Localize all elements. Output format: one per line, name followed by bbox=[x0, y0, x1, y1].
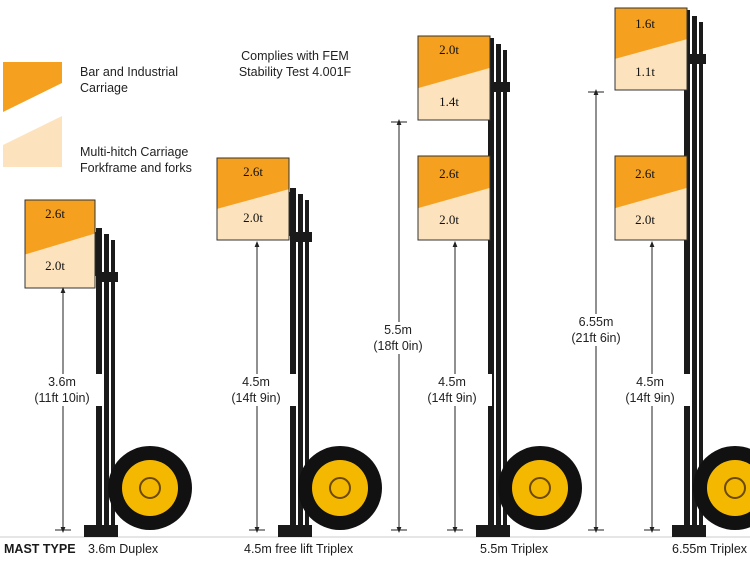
mast-name: 3.6m Duplex bbox=[88, 542, 159, 556]
compliance-note: Complies with FEM Stability Test 4.001F bbox=[238, 49, 352, 79]
wheel-center bbox=[529, 477, 551, 499]
mast-type-row: MAST TYPE 3.6m Duplex 4.5m free lift Tri… bbox=[0, 538, 750, 560]
carriage-plate bbox=[492, 82, 510, 92]
carriage-block bbox=[92, 232, 102, 276]
legend-multi-swatch bbox=[3, 116, 62, 167]
capacity-multi-label: 2.0t bbox=[45, 258, 65, 273]
mast-base bbox=[278, 525, 312, 537]
mast-base bbox=[476, 525, 510, 537]
load-box-outline bbox=[24, 199, 96, 289]
mast-rail bbox=[305, 200, 309, 530]
load-box-bar-zone bbox=[418, 156, 490, 209]
mast-name: 6.55m Triplex bbox=[672, 542, 748, 556]
carriage-plate bbox=[294, 232, 312, 242]
load-box-bar-zone bbox=[217, 158, 289, 209]
wheel-hub bbox=[312, 460, 368, 516]
mast-type-heading: MAST TYPE bbox=[4, 542, 76, 556]
load-box-bar-zone bbox=[615, 8, 687, 59]
wheel-hub bbox=[122, 460, 178, 516]
legend-bar-label: Bar and Industrial Carriage bbox=[80, 65, 178, 95]
mast-name: 5.5m Triplex bbox=[480, 542, 549, 556]
mast-rail bbox=[111, 240, 115, 530]
load-box-bar-zone bbox=[418, 36, 490, 89]
height-dimension-label: 3.6m (11ft 10in) bbox=[22, 374, 102, 406]
mast-rail bbox=[684, 10, 690, 530]
wheel-hub bbox=[707, 460, 750, 516]
load-box-outline bbox=[417, 35, 491, 121]
mast-rail bbox=[488, 38, 494, 530]
legend-multi-label: Multi-hitch Carriage Forkframe and forks bbox=[80, 145, 192, 175]
capacity-bar-label: 2.6t bbox=[45, 206, 65, 221]
mast-rail bbox=[104, 234, 109, 530]
capacity-multi-label: 2.0t bbox=[243, 210, 263, 225]
legend-bar-swatch bbox=[3, 62, 62, 112]
carriage-block bbox=[286, 192, 296, 236]
wheel-center bbox=[139, 477, 161, 499]
load-box-outline bbox=[417, 155, 491, 241]
load-box-outline bbox=[614, 7, 688, 91]
mast-rail bbox=[503, 50, 507, 530]
mast-base bbox=[672, 525, 706, 537]
wheel-center bbox=[329, 477, 351, 499]
height-dimension-label: 4.5m (14ft 9in) bbox=[216, 374, 296, 406]
mast-rail bbox=[290, 188, 296, 530]
height-dimension-label: 4.5m (14ft 9in) bbox=[412, 374, 492, 406]
wheel-hub bbox=[512, 460, 568, 516]
capacity-bar-label: 2.6t bbox=[439, 166, 459, 181]
capacity-bar-label: 1.6t bbox=[635, 16, 655, 31]
capacity-multi-label: 1.4t bbox=[439, 94, 459, 109]
carriage-plate bbox=[688, 54, 706, 64]
capacity-bar-label: 2.6t bbox=[243, 164, 263, 179]
carriage-plate bbox=[100, 272, 118, 282]
mast-base bbox=[84, 525, 118, 537]
capacity-bar-label: 2.0t bbox=[439, 42, 459, 57]
height-dimension-label: 4.5m (14ft 9in) bbox=[610, 374, 690, 406]
load-box-outline bbox=[614, 155, 688, 241]
mast-rail bbox=[298, 194, 303, 530]
mast-rail bbox=[699, 22, 703, 530]
capacity-bar-label: 2.6t bbox=[635, 166, 655, 181]
height-dimension-label: 5.5m (18ft 0in) bbox=[358, 322, 438, 354]
mast-name: 4.5m free lift Triplex bbox=[244, 542, 354, 556]
height-dimension-label: 6.55m (21ft 6in) bbox=[556, 314, 636, 346]
mast-rail bbox=[496, 44, 501, 530]
wheel-center bbox=[724, 477, 746, 499]
capacity-multi-label: 2.0t bbox=[635, 212, 655, 227]
mast-rail bbox=[692, 16, 697, 530]
load-box-bar-zone bbox=[25, 200, 95, 255]
load-box-outline bbox=[216, 157, 290, 241]
load-box-bar-zone bbox=[615, 156, 687, 209]
capacity-multi-label: 1.1t bbox=[635, 64, 655, 79]
capacity-multi-label: 2.0t bbox=[439, 212, 459, 227]
